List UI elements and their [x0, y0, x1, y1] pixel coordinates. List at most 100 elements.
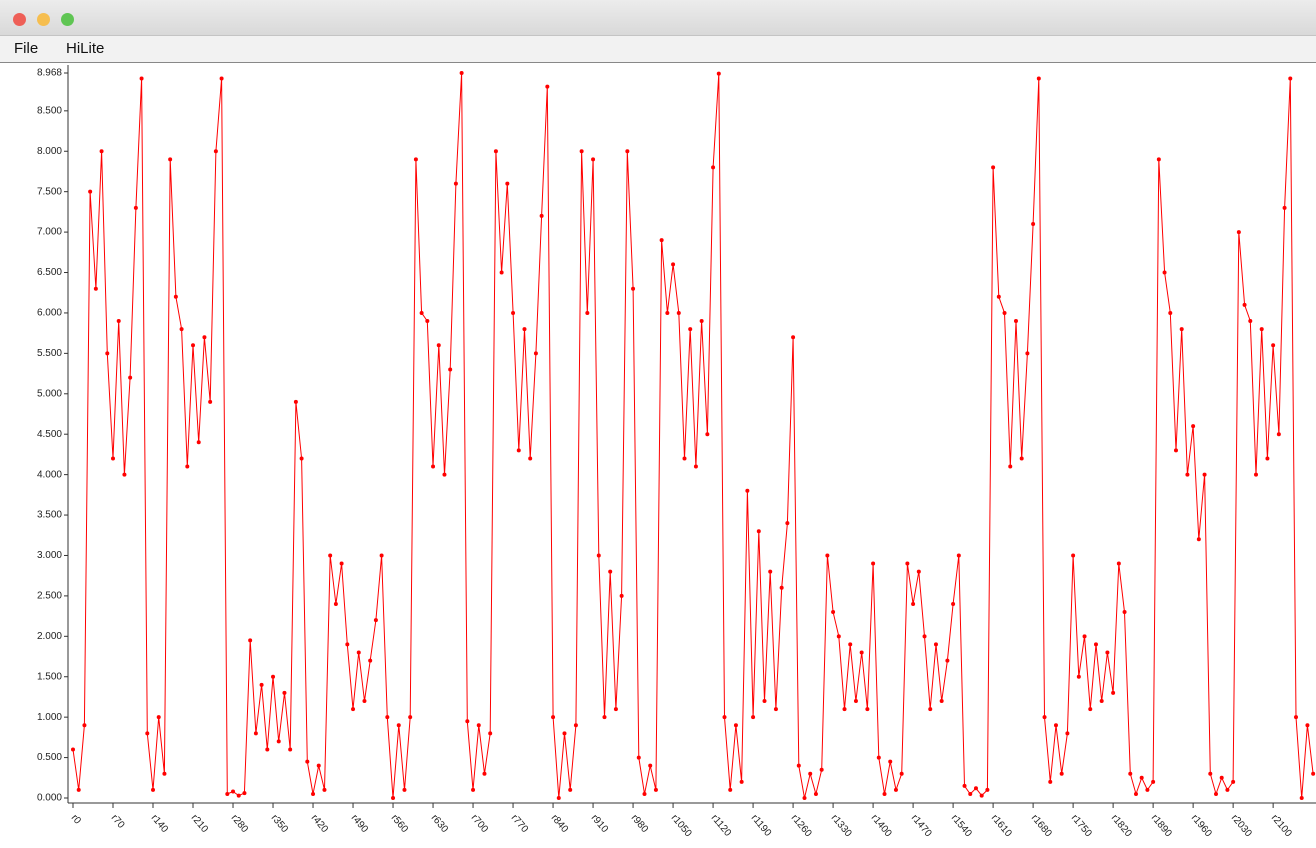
data-point [956, 553, 961, 558]
data-point [1276, 432, 1281, 437]
x-tick-label: r1610 [989, 813, 1014, 840]
minimize-button[interactable] [37, 13, 50, 26]
data-point [1259, 327, 1264, 332]
data-point [888, 759, 893, 764]
data-point [728, 787, 733, 792]
data-point [796, 763, 801, 768]
data-point [1042, 715, 1047, 720]
data-point [968, 791, 973, 796]
data-point [173, 294, 178, 299]
data-point [259, 682, 264, 687]
data-point [871, 561, 876, 566]
data-point [225, 791, 230, 796]
data-point [1099, 698, 1104, 703]
data-point [396, 723, 401, 728]
y-tick-label: 2.000 [37, 631, 62, 642]
data-point [299, 456, 304, 461]
data-point [128, 375, 133, 380]
data-point [1225, 787, 1230, 792]
data-point [899, 771, 904, 776]
data-point [739, 779, 744, 784]
data-point [351, 707, 356, 712]
data-point [1048, 779, 1053, 784]
x-tick-label: r2030 [1229, 813, 1254, 840]
data-point [1168, 310, 1173, 315]
data-point [619, 593, 624, 598]
data-point [116, 319, 121, 324]
data-point [756, 529, 761, 534]
x-tick-label: r1120 [709, 813, 734, 839]
data-point [328, 553, 333, 558]
data-point [391, 796, 396, 800]
data-point [865, 707, 870, 712]
data-point [962, 783, 967, 788]
data-point [1008, 464, 1013, 469]
data-point [305, 759, 310, 764]
x-tick-label: r1190 [749, 813, 774, 839]
data-point [413, 157, 418, 162]
data-point [522, 327, 527, 332]
data-point [139, 76, 144, 81]
x-tick-label: r560 [389, 813, 411, 836]
zoom-button[interactable] [61, 13, 74, 26]
x-tick-label: r350 [269, 813, 291, 836]
y-tick-label: 5.000 [37, 388, 62, 399]
data-point [476, 723, 481, 728]
data-point [733, 723, 738, 728]
data-point [356, 650, 361, 655]
close-button[interactable] [13, 13, 26, 26]
data-point [402, 787, 407, 792]
data-point [516, 448, 521, 453]
data-point [745, 488, 750, 493]
x-tick-label: r1400 [869, 813, 894, 840]
data-point [202, 335, 207, 340]
y-tick-label: 6.500 [37, 267, 62, 278]
menu-item[interactable]: File [14, 40, 39, 57]
x-tick-label: r1260 [789, 813, 814, 840]
data-point [276, 739, 281, 744]
data-point [71, 747, 75, 752]
data-point [311, 791, 316, 796]
data-point [1282, 205, 1287, 210]
data-point [1162, 270, 1167, 275]
x-tick-label: r630 [429, 813, 451, 836]
data-point [1253, 472, 1258, 477]
data-point [1059, 771, 1064, 776]
y-tick-label: 5.500 [37, 348, 62, 359]
data-point [168, 157, 173, 162]
data-point [196, 440, 201, 445]
data-point [408, 715, 413, 720]
data-point [459, 71, 464, 75]
data-point [1036, 76, 1041, 81]
data-point [88, 189, 93, 194]
data-point [539, 213, 544, 218]
x-tick-label: r700 [469, 813, 491, 836]
data-point [1065, 731, 1070, 736]
x-tick-label: r840 [549, 813, 571, 836]
data-point [1053, 723, 1058, 728]
x-tick-label: r1890 [1149, 813, 1174, 840]
data-point [916, 569, 921, 574]
data-point [1231, 779, 1236, 784]
data-point [265, 747, 270, 752]
menu-item[interactable]: HiLite [66, 40, 105, 57]
data-point [825, 553, 830, 558]
data-point [322, 787, 327, 792]
data-point [711, 165, 716, 170]
data-point [1082, 634, 1087, 639]
data-point [608, 569, 613, 574]
data-point [939, 698, 944, 703]
data-point [791, 335, 796, 340]
data-point [316, 763, 321, 768]
data-point [625, 149, 630, 154]
data-point [911, 601, 916, 606]
data-point [1071, 553, 1076, 558]
data-point [431, 464, 436, 469]
data-point [1179, 327, 1184, 332]
data-point [671, 262, 676, 267]
data-point [705, 432, 710, 437]
data-point [419, 310, 424, 315]
data-point [836, 634, 841, 639]
data-point [922, 634, 927, 639]
data-point [722, 715, 727, 720]
